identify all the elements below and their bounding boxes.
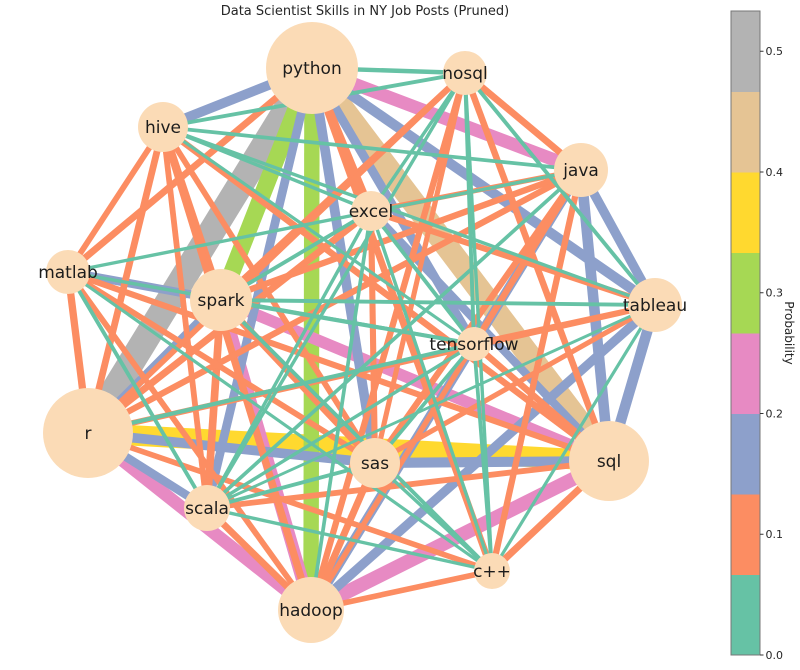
colorbar-tick-label-0.0: 0.0 xyxy=(766,649,784,662)
edge-nosql-sas xyxy=(372,72,468,464)
node-label-python: python xyxy=(282,59,341,79)
edge-hive-r xyxy=(84,126,167,434)
node-label-hadoop: hadoop xyxy=(279,601,343,621)
node-label-tableau: tableau xyxy=(623,296,687,316)
node-scala[interactable] xyxy=(184,485,230,531)
edge-nosql-cpp xyxy=(463,72,494,572)
colorbar-tick-label-0.3: 0.3 xyxy=(766,287,784,300)
node-spark[interactable] xyxy=(190,269,252,331)
node-nosql[interactable] xyxy=(443,51,487,95)
edge-hive-hadoop xyxy=(159,125,315,612)
edge-sql-hadoop xyxy=(307,454,613,617)
node-label-java: java xyxy=(562,161,599,181)
edge-tensorflow-scala xyxy=(206,342,475,510)
colorbar-tick-label-0.5: 0.5 xyxy=(766,45,784,58)
edge-hive-tensorflow xyxy=(162,125,475,346)
node-tensorflow[interactable] xyxy=(457,327,491,361)
node-r[interactable] xyxy=(43,388,133,478)
colorbar-tick-label-0.1: 0.1 xyxy=(766,528,784,541)
edge-excel-sas xyxy=(367,210,379,464)
node-label-hive: hive xyxy=(145,118,181,138)
node-cpp[interactable] xyxy=(474,553,510,589)
node-sas[interactable] xyxy=(350,438,400,488)
edge-sas-cpp xyxy=(373,461,494,573)
edge-hive-tableau xyxy=(162,125,656,307)
edge-matlab-hadoop xyxy=(65,270,314,612)
colorbar: 0.0 0.1 0.2 0.3 0.4 0.5 Probability xyxy=(730,10,796,662)
node-hadoop[interactable] xyxy=(278,577,344,643)
edge-java-scala xyxy=(205,168,583,510)
edge-excel-scala xyxy=(205,210,373,509)
node-label-nosql: nosql xyxy=(442,64,488,84)
colorbar-segment-7 xyxy=(731,11,760,92)
node-label-r: r xyxy=(85,424,92,444)
edge-matlab-scala xyxy=(66,271,209,509)
edge-hive-matlab xyxy=(65,125,166,274)
node-label-sas: sas xyxy=(361,454,389,474)
colorbar-segment-0 xyxy=(731,574,760,656)
edges-layer xyxy=(64,61,661,617)
edge-matlab-sas xyxy=(66,269,377,466)
colorbar-tick-label-0.4: 0.4 xyxy=(766,166,784,179)
colorbar-axis-label: Probability xyxy=(782,301,796,364)
edge-matlab-cpp xyxy=(67,270,493,573)
colorbar-segment-2 xyxy=(731,413,760,495)
colorbar-tick-label-0.2: 0.2 xyxy=(766,407,784,420)
node-python[interactable] xyxy=(266,22,358,114)
edge-r-cpp xyxy=(87,430,493,574)
node-label-excel: excel xyxy=(349,202,393,222)
edge-excel-cpp xyxy=(369,210,494,572)
node-tableau[interactable] xyxy=(628,278,682,332)
edge-hive-java xyxy=(162,125,582,172)
edge-spark-cpp xyxy=(219,298,494,573)
edge-java-matlab xyxy=(67,168,582,274)
edge-excel-tensorflow xyxy=(369,209,476,346)
edge-hive-excel xyxy=(162,125,372,213)
colorbar-segment-6 xyxy=(731,91,760,173)
edge-scala-cpp xyxy=(206,506,493,573)
colorbar-segment-5 xyxy=(731,172,760,253)
node-sql[interactable] xyxy=(569,421,649,501)
node-label-spark: spark xyxy=(198,291,245,311)
edge-r-sas xyxy=(87,428,376,468)
node-hive[interactable] xyxy=(138,102,188,152)
node-label-tensorflow: tensorflow xyxy=(429,335,518,355)
colorbar-segment-4 xyxy=(731,252,760,334)
edge-tableau-sas xyxy=(373,302,657,466)
edge-hive-scala xyxy=(160,126,210,509)
edge-excel-hadoop xyxy=(309,210,373,611)
nodes-layer xyxy=(43,22,682,643)
edge-tableau-scala xyxy=(206,303,656,510)
edge-python-cpp xyxy=(308,66,496,573)
edge-tableau-cpp xyxy=(490,304,657,572)
edge-matlab-sql xyxy=(66,269,611,464)
node-matlab[interactable] xyxy=(46,250,90,294)
edge-spark-tableau xyxy=(220,298,656,307)
colorbar-segment-1 xyxy=(731,494,760,575)
colorbar-outline xyxy=(730,10,761,656)
colorbar-segment-3 xyxy=(731,333,760,414)
edge-matlab-tensorflow xyxy=(67,270,475,346)
chart-title: Data Scientist Skills in NY Job Posts (P… xyxy=(220,4,510,19)
edge-python-java xyxy=(309,61,584,177)
node-label-matlab: matlab xyxy=(38,263,98,283)
node-label-cpp: c++ xyxy=(473,562,511,582)
node-labels-layer: python nosql hive java excel matlab spark table… xyxy=(38,59,687,621)
edge-hive-sql xyxy=(161,124,611,464)
edge-tensorflow-sas xyxy=(373,342,476,465)
edge-nosql-scala xyxy=(205,72,467,509)
edge-nosql-r xyxy=(86,70,467,436)
node-label-scala: scala xyxy=(185,499,229,519)
edge-nosql-excel xyxy=(369,72,467,212)
edge-java-spark xyxy=(219,167,583,303)
node-java[interactable] xyxy=(554,143,608,197)
node-label-sql: sql xyxy=(597,452,621,472)
node-excel[interactable] xyxy=(351,191,391,231)
